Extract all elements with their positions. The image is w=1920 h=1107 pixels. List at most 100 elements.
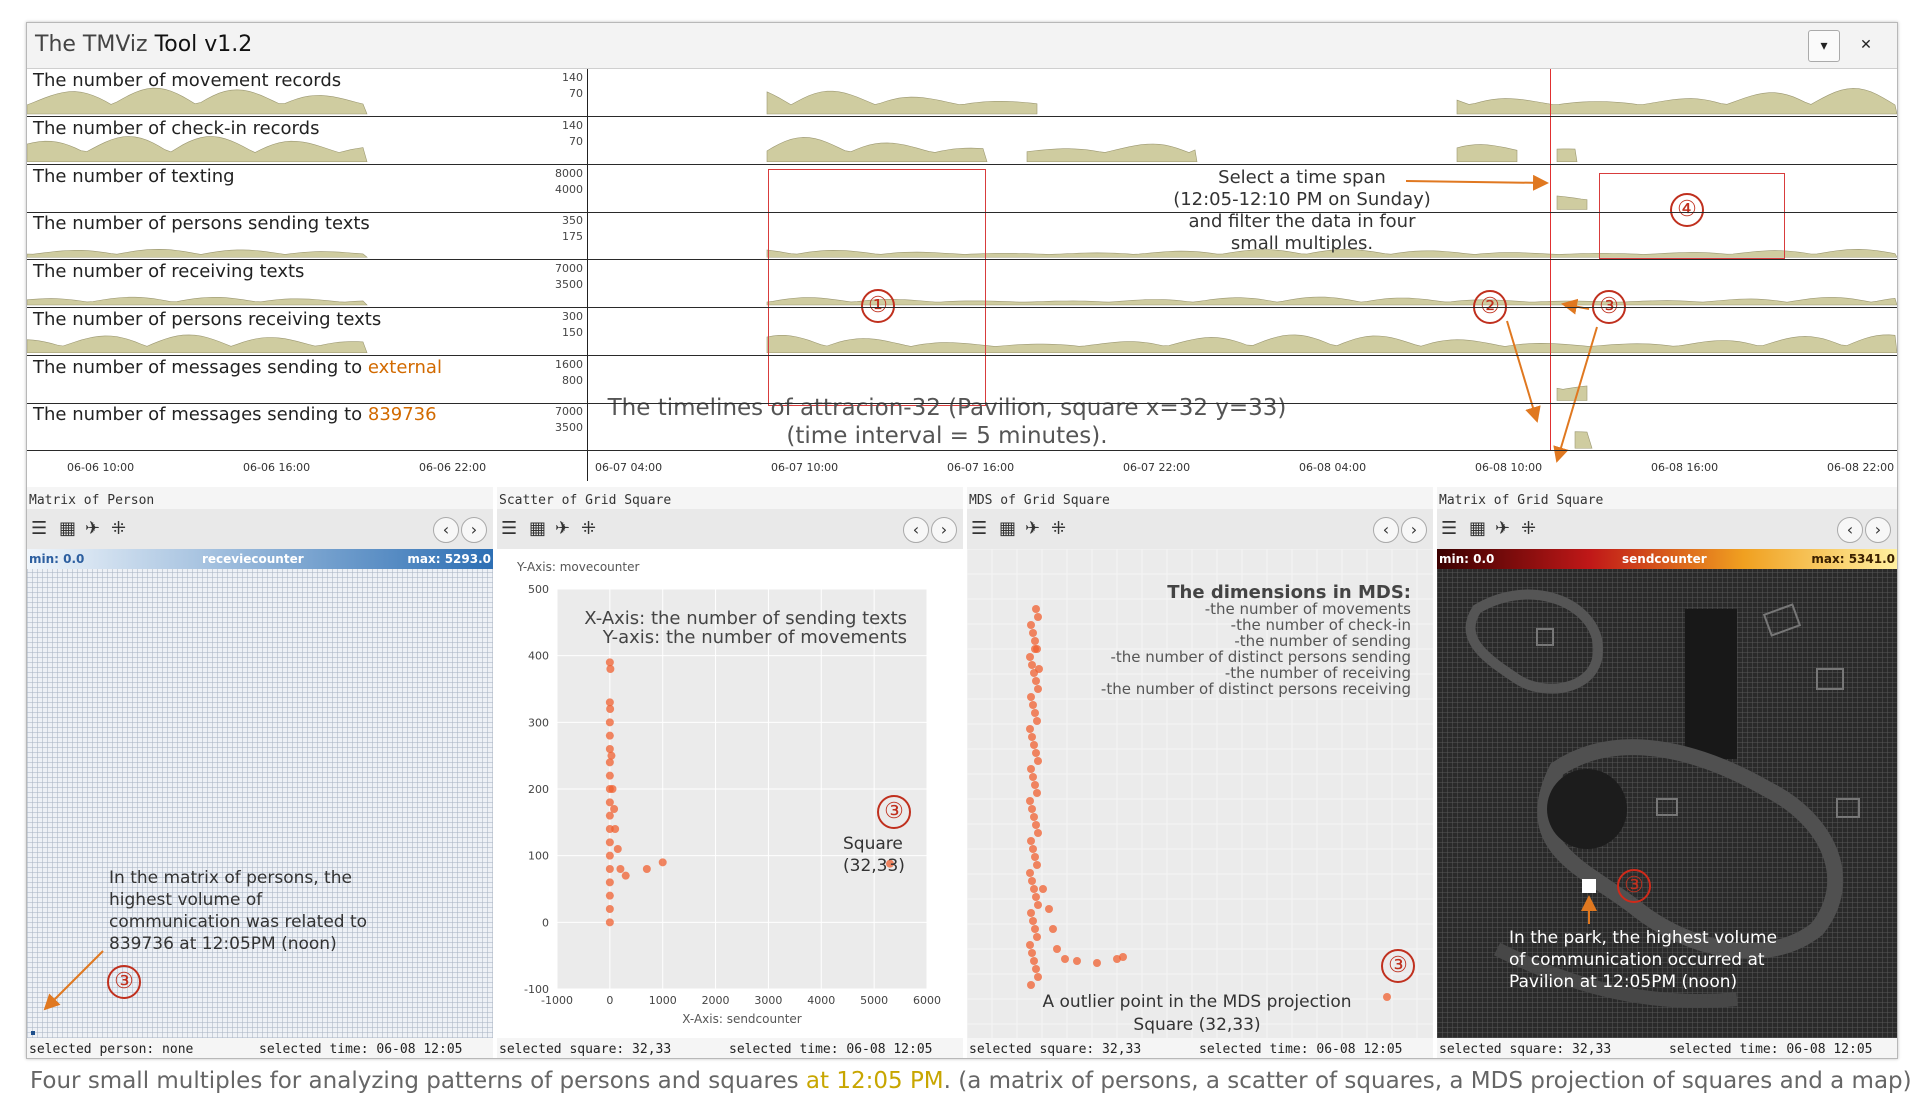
- mds-point[interactable]: [1029, 773, 1037, 781]
- next-button[interactable]: ›: [1865, 517, 1891, 543]
- scatter-point[interactable]: [605, 698, 614, 707]
- scatter-point[interactable]: [607, 751, 616, 760]
- scatter-point[interactable]: [616, 865, 625, 873]
- mds-point[interactable]: [1034, 829, 1042, 837]
- prev-button[interactable]: ‹: [903, 517, 929, 543]
- scatter-point[interactable]: [605, 718, 614, 727]
- timeline-row[interactable]: The number of persons sending texts 350 17…: [27, 212, 1897, 261]
- person-matrix[interactable]: min: 0.0 receviecounter max: 5293.0 In t…: [27, 549, 493, 1038]
- mds-point[interactable]: [1039, 885, 1047, 893]
- mds-point[interactable]: [1030, 885, 1038, 893]
- dots-icon[interactable]: ⁜: [1521, 518, 1537, 539]
- scatter-point[interactable]: [610, 805, 619, 813]
- scatter-point[interactable]: [605, 838, 614, 847]
- mds-point[interactable]: [1031, 925, 1039, 933]
- grid-icon[interactable]: ▦: [59, 518, 77, 539]
- scatter-point[interactable]: [605, 745, 614, 753]
- dots-icon[interactable]: ⁜: [111, 518, 127, 539]
- scatter-point[interactable]: [605, 905, 614, 913]
- mds-point[interactable]: [1026, 869, 1034, 877]
- prev-button[interactable]: ‹: [1837, 517, 1863, 543]
- grid-icon[interactable]: ▦: [1469, 518, 1487, 539]
- mds-point[interactable]: [1031, 645, 1039, 653]
- mds-point[interactable]: [1032, 965, 1040, 973]
- scatter-point[interactable]: [605, 891, 614, 900]
- menu-icon[interactable]: ☰: [971, 518, 988, 539]
- menu-icon[interactable]: ☰: [31, 518, 48, 539]
- mds-point[interactable]: [1073, 957, 1081, 965]
- dots-icon[interactable]: ⁜: [581, 518, 597, 539]
- mds-point[interactable]: [1026, 797, 1034, 805]
- mds-point[interactable]: [1034, 973, 1042, 981]
- mds-point[interactable]: [1032, 677, 1040, 685]
- mds-point[interactable]: [1031, 781, 1039, 789]
- mds-point[interactable]: [1028, 949, 1036, 957]
- mds-point[interactable]: [1029, 629, 1037, 637]
- prev-button[interactable]: ‹: [1373, 517, 1399, 543]
- timeline-row[interactable]: The number of receiving texts 7000 3500: [27, 260, 1897, 308]
- mds-point[interactable]: [1027, 837, 1035, 845]
- plane-icon[interactable]: ✈: [85, 518, 101, 539]
- mds-point[interactable]: [1033, 789, 1041, 797]
- grid-icon[interactable]: ▦: [999, 518, 1017, 539]
- mds-point[interactable]: [1032, 749, 1040, 757]
- plane-icon[interactable]: ✈: [555, 518, 571, 539]
- mds-point[interactable]: [1061, 955, 1069, 963]
- next-button[interactable]: ›: [931, 517, 957, 543]
- scatter-point[interactable]: [605, 771, 614, 780]
- menu-icon[interactable]: ☰: [501, 518, 518, 539]
- mds-point[interactable]: [1031, 637, 1039, 645]
- mds-point[interactable]: [1028, 877, 1036, 885]
- next-button[interactable]: ›: [461, 517, 487, 543]
- scatter-point[interactable]: [606, 665, 615, 673]
- close-icon[interactable]: ✕: [1860, 37, 1872, 53]
- mds-point[interactable]: [1049, 925, 1057, 933]
- mds-point[interactable]: [1034, 685, 1042, 693]
- scatter-point[interactable]: [605, 731, 614, 740]
- scatter-point[interactable]: [621, 871, 630, 880]
- mds-point[interactable]: [1035, 665, 1043, 673]
- grid-icon[interactable]: ▦: [529, 518, 547, 539]
- mds-point[interactable]: [1029, 845, 1037, 853]
- scatter-point[interactable]: [605, 798, 614, 807]
- mds-point[interactable]: [1033, 933, 1041, 941]
- mds-point[interactable]: [1030, 957, 1038, 965]
- mds-point[interactable]: [1028, 805, 1036, 813]
- scatter-point[interactable]: [605, 811, 614, 820]
- scatter-point[interactable]: [605, 918, 614, 927]
- mds-plot[interactable]: The dimensions in MDS: -the number of mo…: [967, 549, 1433, 1038]
- mds-point[interactable]: [1031, 853, 1039, 861]
- scatter-point[interactable]: [658, 858, 667, 867]
- scatter-point[interactable]: [605, 865, 614, 873]
- mds-point[interactable]: [1033, 717, 1041, 725]
- mds-point[interactable]: [1028, 661, 1036, 669]
- mds-point[interactable]: [1026, 941, 1034, 949]
- scatter-point[interactable]: [605, 758, 614, 767]
- mds-point[interactable]: [1030, 741, 1038, 749]
- timeline-row[interactable]: The number of movement records 140 70: [27, 69, 1897, 117]
- mds-point[interactable]: [1026, 725, 1034, 733]
- mds-point[interactable]: [1383, 993, 1391, 1001]
- mds-point[interactable]: [1029, 917, 1037, 925]
- scatter-point[interactable]: [605, 851, 614, 860]
- mds-point[interactable]: [1030, 813, 1038, 821]
- timeline-row[interactable]: The number of texting 8000 4000: [27, 165, 1897, 213]
- mds-point[interactable]: [1032, 893, 1040, 901]
- mds-point[interactable]: [1028, 733, 1036, 741]
- mds-point[interactable]: [1031, 709, 1039, 717]
- next-button[interactable]: ›: [1401, 517, 1427, 543]
- pavilion-square[interactable]: [1582, 879, 1596, 893]
- scatter-point[interactable]: [608, 785, 617, 793]
- timeline-row[interactable]: The number of persons receiving texts 300…: [27, 308, 1897, 356]
- scatter-point[interactable]: [611, 825, 620, 833]
- mds-point[interactable]: [1027, 909, 1035, 917]
- mds-point[interactable]: [1034, 757, 1042, 765]
- mds-point[interactable]: [1032, 821, 1040, 829]
- mds-point[interactable]: [1119, 953, 1127, 961]
- mds-point[interactable]: [1029, 701, 1037, 709]
- prev-button[interactable]: ‹: [433, 517, 459, 543]
- selected-person-cell[interactable]: [31, 1031, 35, 1035]
- mds-point[interactable]: [1034, 901, 1042, 909]
- park-map[interactable]: min: 0.0 sendcounter max: 5341.0 ③ In th…: [1437, 549, 1897, 1038]
- menu-icon[interactable]: ☰: [1441, 518, 1458, 539]
